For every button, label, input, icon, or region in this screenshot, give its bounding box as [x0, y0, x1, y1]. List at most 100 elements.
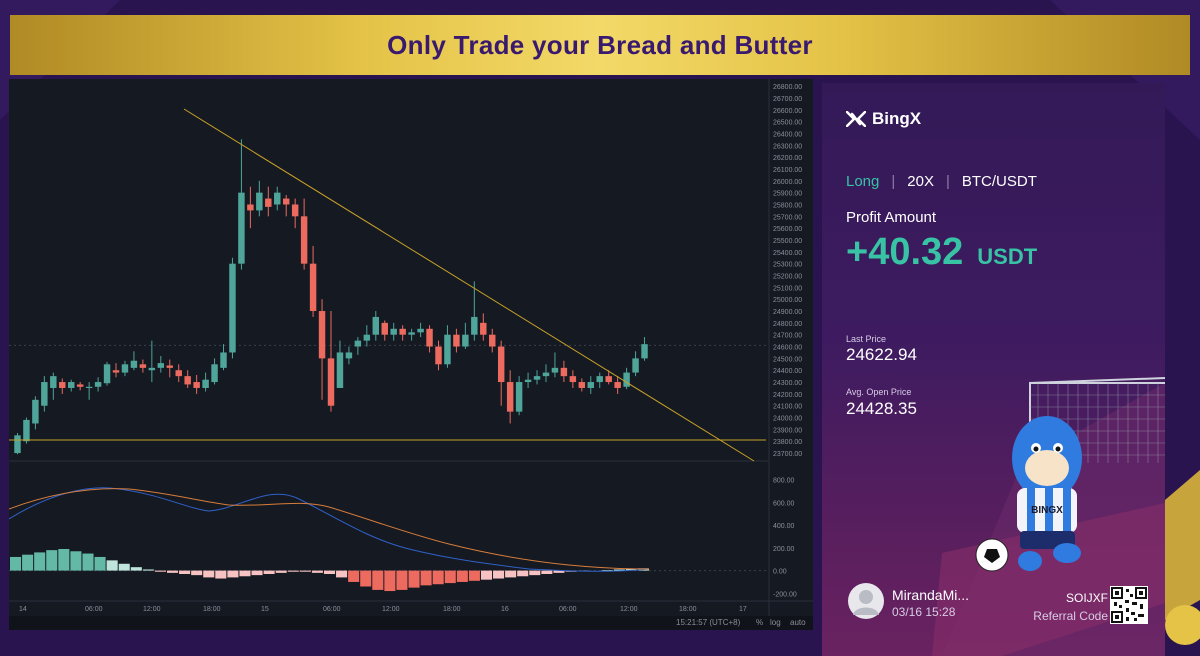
- macd-histogram-bar: [118, 563, 130, 571]
- price-axis-label: 23900.00: [773, 427, 802, 434]
- candle-body: [175, 370, 182, 377]
- price-axis-label: 26600.00: [773, 108, 802, 115]
- referral-code-label: Referral Code: [1033, 609, 1108, 623]
- candle-body: [265, 198, 272, 207]
- price-axis-label: 25600.00: [773, 226, 802, 233]
- user-date: 03/16 15:28: [892, 605, 956, 619]
- candle-body: [184, 376, 191, 385]
- macd-axis-label: 400.00: [773, 523, 795, 530]
- macd-axis-label: 800.00: [773, 478, 795, 485]
- candle-body: [417, 328, 424, 333]
- time-axis-label: 17: [739, 606, 747, 613]
- qr-code[interactable]: [1110, 586, 1148, 624]
- price-axis-label: 24800.00: [773, 321, 802, 328]
- price-axis-label: 23800.00: [773, 439, 802, 446]
- mascot-illustration: BINGX: [975, 416, 1082, 572]
- macd-histogram-bar: [323, 570, 336, 574]
- macd-histogram-bar: [299, 570, 311, 572]
- candle-body: [641, 344, 648, 359]
- macd-axis-label: 600.00: [773, 500, 795, 507]
- candle-body: [426, 328, 433, 347]
- time-axis-label: 18:00: [203, 606, 221, 613]
- log-toggle[interactable]: log: [770, 618, 781, 627]
- candle-body: [569, 376, 577, 383]
- profit-value: +40.32: [846, 231, 964, 273]
- candle-body: [32, 399, 39, 424]
- profit-amount: +40.32 USDT: [846, 231, 1037, 274]
- auto-toggle[interactable]: auto: [790, 618, 806, 627]
- avg-open-price-label: Avg. Open Price: [846, 387, 912, 397]
- price-axis-label: 26700.00: [773, 96, 802, 103]
- candle-body: [41, 382, 48, 406]
- price-axis-label: 26100.00: [773, 167, 802, 174]
- user-name: MirandaMi...: [892, 587, 970, 603]
- last-price-label: Last Price: [846, 334, 887, 344]
- candle-body: [462, 334, 469, 347]
- signal-line: [9, 488, 650, 570]
- price-axis-label: 25900.00: [773, 191, 802, 198]
- macd-histogram-bar: [58, 549, 70, 571]
- price-axis-label: 24400.00: [773, 368, 802, 375]
- candle-body: [560, 367, 568, 377]
- candle-body: [444, 334, 451, 365]
- candle-body: [381, 322, 388, 335]
- candle-body: [363, 334, 371, 341]
- time-axis-label: 06:00: [323, 606, 341, 613]
- candle-body: [354, 340, 362, 347]
- price-axis-label: 26200.00: [773, 155, 802, 162]
- candle-body: [166, 365, 173, 368]
- time-axis-label: 06:00: [85, 606, 103, 613]
- brand-name: BingX: [872, 109, 922, 128]
- banner-title: Only Trade your Bread and Butter: [387, 29, 813, 60]
- price-axis-label: 24900.00: [773, 309, 802, 316]
- candle-body: [59, 382, 66, 388]
- macd-histogram-bar: [625, 568, 637, 571]
- candle-body: [318, 311, 326, 359]
- percent-toggle[interactable]: %: [756, 618, 764, 627]
- macd-histogram-bar: [444, 570, 456, 584]
- candle-body: [23, 419, 30, 442]
- macd-histogram-bar: [203, 570, 215, 578]
- macd-histogram-bar: [179, 570, 191, 574]
- macd-histogram-bar: [10, 556, 22, 571]
- macd-histogram-bar: [142, 569, 154, 571]
- candle-body: [220, 352, 227, 368]
- candle-body: [247, 204, 254, 211]
- macd-histogram-bar: [348, 570, 360, 582]
- position-side: Long: [846, 173, 880, 190]
- candle-body: [50, 376, 57, 388]
- price-axis-label: 25000.00: [773, 297, 802, 304]
- candle-body: [399, 328, 406, 335]
- time-axis-label: 18:00: [443, 606, 461, 613]
- macd-histogram-bar: [613, 569, 625, 571]
- macd-histogram-bar: [468, 570, 480, 581]
- svg-text:BINGX: BINGX: [1031, 505, 1063, 516]
- price-axis-label: 25800.00: [773, 202, 802, 209]
- macd-histogram-bar: [396, 570, 408, 590]
- time-axis-label: 15: [261, 606, 269, 613]
- candle-body: [497, 346, 505, 383]
- pnl-share-card: BINGX BingX Long | 20X | BTC/USDT Profit…: [822, 83, 1165, 656]
- candle-body: [471, 316, 478, 335]
- candle-body: [551, 367, 559, 373]
- candle-body: [103, 364, 111, 384]
- candle-body: [596, 376, 603, 383]
- candlestick-chart[interactable]: 26800.00 26700.00 26600.00 26500.00 26400.00…: [9, 79, 813, 616]
- qr-code-icon: [1111, 587, 1147, 623]
- price-axis-label: 26500.00: [773, 120, 802, 127]
- price-axis-label: 26800.00: [773, 84, 802, 91]
- candle-body: [632, 358, 639, 373]
- price-axis-label: 25100.00: [773, 285, 802, 292]
- macd-histogram-bar: [432, 570, 444, 585]
- price-axis-label: 24600.00: [773, 345, 802, 352]
- candle-body: [435, 346, 442, 365]
- candle-body: [112, 370, 120, 373]
- macd-histogram-bar: [251, 570, 263, 576]
- candle-body: [542, 372, 550, 377]
- price-axis-label: 25400.00: [773, 250, 802, 257]
- price-axis-label: 26400.00: [773, 131, 802, 138]
- price-chart-panel[interactable]: 26800.00 26700.00 26600.00 26500.00 26400.00…: [9, 79, 813, 630]
- profit-unit: USDT: [977, 244, 1038, 269]
- candle-body: [336, 352, 344, 388]
- profit-label: Profit Amount: [846, 209, 937, 226]
